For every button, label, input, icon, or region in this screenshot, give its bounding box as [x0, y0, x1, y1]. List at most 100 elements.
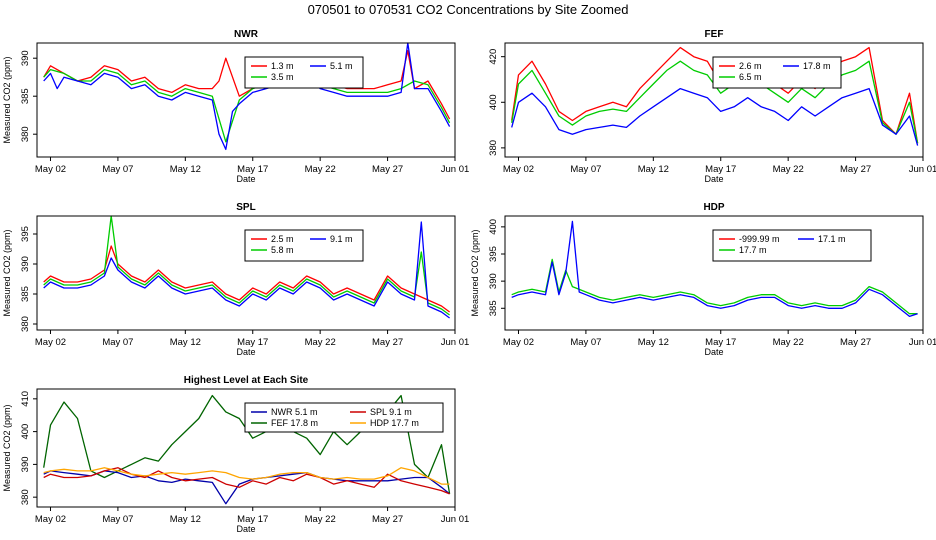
- panel-hdp: HDP May 02 May 07 May 12 May 17 May 22 May 27 J…: [470, 202, 936, 357]
- y-axis-label: Measured CO2 (ppm): [2, 229, 12, 316]
- legend-label: SPL 9.1 m: [370, 407, 412, 417]
- legend-label: 6.5 m: [739, 72, 762, 82]
- legend-box: [244, 229, 364, 262]
- plot-frame: [504, 42, 924, 158]
- y-tick-label: 390: [20, 50, 31, 66]
- legend-label: 1.3 m: [271, 61, 294, 71]
- panel-fef: FEF May 02 May 07 May 12 May 17 May 22 May 27 J…: [488, 29, 936, 184]
- x-tick-label: May 12: [638, 164, 669, 175]
- x-tick-label: May 12: [170, 337, 201, 348]
- series-line-2: [43, 68, 451, 143]
- legend-label: 17.7 m: [739, 245, 767, 255]
- series-line-3: [43, 42, 451, 151]
- x-tick-label: May 17: [237, 337, 268, 348]
- y-tick-label: 380: [20, 126, 31, 142]
- legend-label: 3.5 m: [271, 72, 294, 82]
- x-tick-label: May 17: [705, 164, 736, 175]
- x-tick-label: May 07: [102, 514, 133, 525]
- x-tick-label: May 27: [840, 337, 871, 348]
- x-tick-label: May 07: [570, 337, 601, 348]
- x-tick-label: Jun 01: [909, 164, 936, 175]
- legend-label: 5.8 m: [271, 245, 294, 255]
- x-tick-label: May 12: [170, 164, 201, 175]
- x-tick-label: Jun 01: [441, 164, 470, 175]
- x-tick-label: Jun 01: [909, 337, 936, 348]
- series-line-1: [511, 258, 918, 315]
- plot-frame: [36, 388, 456, 508]
- legend-box: [244, 402, 444, 433]
- legend-label: HDP 17.7 m: [370, 418, 419, 428]
- y-axis-label: Measured CO2 (ppm): [2, 56, 12, 143]
- panel-title: SPL: [236, 202, 255, 213]
- x-tick-label: May 07: [102, 164, 133, 175]
- x-axis-label: Date: [704, 347, 723, 357]
- legend-label: 17.1 m: [818, 234, 846, 244]
- x-tick-label: Jun 01: [441, 514, 470, 525]
- legend-label: 9.1 m: [330, 234, 353, 244]
- x-tick-label: May 27: [372, 337, 403, 348]
- x-tick-label: May 02: [35, 164, 66, 175]
- panel-title: NWR: [234, 29, 259, 40]
- x-tick-label: May 22: [305, 514, 336, 525]
- panel-title: Highest Level at Each Site: [184, 375, 309, 386]
- plot-frame: [504, 215, 924, 331]
- y-tick-label: 385: [20, 286, 31, 302]
- series-line-4: [43, 467, 450, 485]
- y-tick-label: 400: [488, 94, 499, 110]
- x-tick-label: May 17: [237, 514, 268, 525]
- y-tick-label: 385: [488, 300, 499, 316]
- legend-box: [712, 56, 842, 89]
- y-tick-label: 395: [20, 226, 31, 242]
- series-line-2: [43, 215, 450, 316]
- series-line-1: [43, 49, 451, 120]
- legend-label: 2.6 m: [739, 61, 762, 71]
- series-line-1: [43, 245, 450, 313]
- y-tick-label: 400: [488, 219, 499, 235]
- x-tick-label: May 22: [773, 164, 804, 175]
- y-axis-label: Measured CO2 (ppm): [2, 404, 12, 491]
- legend-label: 5.1 m: [330, 61, 353, 71]
- x-tick-label: May 17: [237, 164, 268, 175]
- x-tick-label: May 02: [35, 514, 66, 525]
- x-tick-label: May 27: [840, 164, 871, 175]
- panel-highest-level-at-each-site: Highest Level at Each Site May 02 May 07 Ma…: [2, 375, 469, 534]
- x-tick-label: May 27: [372, 514, 403, 525]
- plots-container: NWR May 02 May 07 May 12 May 17 May 22 May 27 J…: [2, 29, 936, 534]
- y-tick-label: 390: [488, 273, 499, 289]
- panel-title: HDP: [703, 202, 724, 213]
- y-tick-label: 380: [488, 140, 499, 156]
- y-tick-label: 390: [20, 456, 31, 472]
- y-tick-label: 395: [488, 246, 499, 262]
- x-tick-label: May 02: [503, 337, 534, 348]
- series-line-2: [43, 470, 451, 505]
- x-tick-label: May 12: [638, 337, 669, 348]
- x-tick-label: May 22: [305, 337, 336, 348]
- x-tick-label: May 17: [705, 337, 736, 348]
- series-line-2: [511, 220, 918, 318]
- x-axis-label: Date: [236, 524, 255, 534]
- x-tick-label: Jun 01: [441, 337, 470, 348]
- legend-box: [712, 229, 872, 262]
- x-tick-label: May 07: [570, 164, 601, 175]
- legend-label: FEF 17.8 m: [271, 418, 318, 428]
- panel-spl: SPL May 02 May 07 May 12 May 17 May 22 May 27 J…: [2, 202, 469, 357]
- x-tick-label: May 07: [102, 337, 133, 348]
- legend-box: [244, 56, 364, 89]
- y-tick-label: 410: [20, 391, 31, 407]
- legend-label: 17.8 m: [803, 61, 831, 71]
- y-tick-label: 380: [20, 489, 31, 505]
- y-axis-label: Measured CO2 (ppm): [470, 229, 480, 316]
- x-tick-label: May 02: [35, 337, 66, 348]
- x-tick-label: May 12: [170, 514, 201, 525]
- y-tick-label: 420: [488, 49, 499, 65]
- x-axis-label: Date: [704, 174, 723, 184]
- x-tick-label: May 02: [503, 164, 534, 175]
- x-tick-label: May 27: [372, 164, 403, 175]
- panel-nwr: NWR May 02 May 07 May 12 May 17 May 22 May 27 J…: [2, 29, 469, 184]
- legend-label: 2.5 m: [271, 234, 294, 244]
- y-tick-label: 385: [20, 88, 31, 104]
- x-tick-label: May 22: [773, 337, 804, 348]
- legend-label: -999.99 m: [739, 234, 780, 244]
- plot-frame: [36, 215, 456, 331]
